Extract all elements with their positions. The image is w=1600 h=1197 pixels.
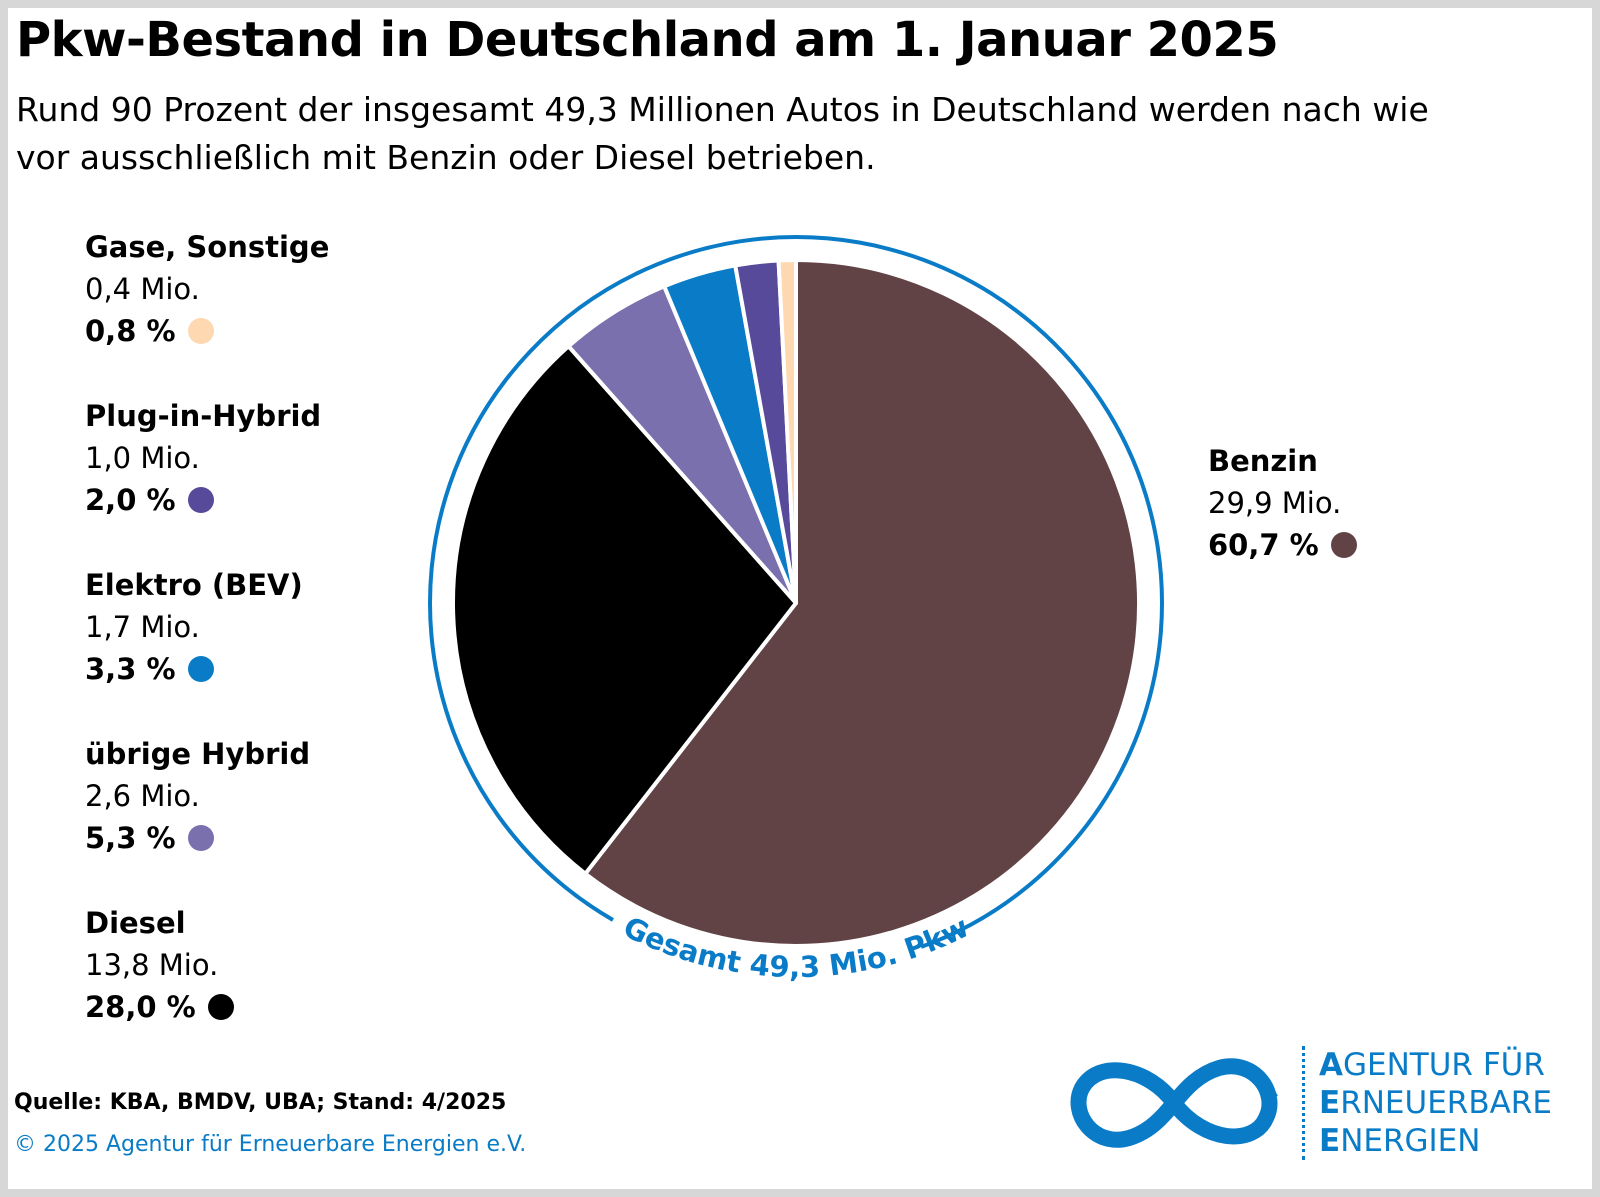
total-ring: [428, 235, 1164, 949]
organization-logo-text: AGENTUR FÜR ERNEUERBARE ENERGIEN: [1302, 1046, 1552, 1160]
legend-percent: 28,0 %: [85, 986, 234, 1028]
legend-label: Gase, Sonstige: [85, 230, 330, 264]
legend-item-benzin: Benzin 29,9 Mio. 60,7 %: [1208, 440, 1357, 566]
legend-label: übrige Hybrid: [85, 737, 311, 771]
pie-slice-benzin: [583, 258, 1141, 948]
legend-amount: 1,0 Mio.: [85, 441, 200, 475]
chart-title: Pkw-Bestand in Deutschland am 1. Januar …: [16, 12, 1279, 68]
legend-amount: 29,9 Mio.: [1208, 486, 1342, 520]
legend-amount: 1,7 Mio.: [85, 610, 200, 644]
legend-percent-text: 28,0 %: [85, 990, 196, 1024]
legend-percent-text: 60,7 %: [1208, 528, 1319, 562]
source-note: Quelle: KBA, BMDV, UBA; Stand: 4/2025: [14, 1090, 507, 1115]
legend-swatch: [187, 487, 214, 513]
logo-word: RNEUERBARE: [1340, 1085, 1552, 1121]
legend-percent-text: 2,0 %: [85, 483, 176, 517]
pie-slice-gase-sonstige: [776, 258, 798, 605]
legend-label: Elektro (BEV): [85, 568, 303, 602]
legend-label: Plug-in-Hybrid: [85, 399, 322, 433]
legend-amount: 13,8 Mio.: [85, 948, 219, 982]
legend-swatch: [207, 994, 234, 1020]
logo-letter: E: [1319, 1085, 1341, 1121]
legend-amount: 2,6 Mio.: [85, 779, 200, 813]
legend-item-uebrige-hybrid: übrige Hybrid 2,6 Mio. 5,3 %: [85, 733, 310, 859]
legend-swatch: [187, 656, 214, 682]
pie-slice-diesel: [451, 344, 798, 876]
legend-item-elektro: Elektro (BEV) 1,7 Mio. 3,3 %: [85, 564, 303, 690]
legend-swatch: [1330, 532, 1357, 558]
logo-word: NERGIEN: [1340, 1123, 1481, 1159]
legend-item-diesel: Diesel 13,8 Mio. 28,0 %: [85, 902, 234, 1028]
logo-word: GENTUR FÜR: [1343, 1047, 1545, 1083]
legend-percent: 2,0 %: [85, 479, 321, 521]
legend-percent: 5,3 %: [85, 817, 310, 859]
legend-percent: 3,3 %: [85, 648, 303, 690]
legend-item-plugin-hybrid: Plug-in-Hybrid 1,0 Mio. 2,0 %: [85, 395, 321, 521]
chart-subtitle: Rund 90 Prozent der insgesamt 49,3 Milli…: [16, 90, 1429, 177]
infinity-logo-icon: [1070, 1058, 1278, 1148]
logo-letter: A: [1319, 1047, 1343, 1083]
legend-percent-text: 0,8 %: [85, 314, 176, 348]
legend-percent-text: 3,3 %: [85, 652, 176, 686]
legend-swatch: [187, 825, 214, 851]
legend-amount: 0,4 Mio.: [85, 272, 200, 306]
copyright-note: © 2025 Agentur für Erneuerbare Energien …: [14, 1132, 527, 1157]
legend-item-gase: Gase, Sonstige 0,4 Mio. 0,8 %: [85, 226, 329, 352]
logo-letter: E: [1319, 1123, 1341, 1159]
legend-swatch: [187, 318, 214, 344]
legend-percent: 0,8 %: [85, 310, 329, 352]
legend-percent: 60,7 %: [1208, 524, 1357, 566]
legend-label: Diesel: [85, 906, 186, 940]
legend-percent-text: 5,3 %: [85, 821, 176, 855]
legend-label: Benzin: [1208, 444, 1318, 478]
pie-slices: [451, 258, 1141, 948]
